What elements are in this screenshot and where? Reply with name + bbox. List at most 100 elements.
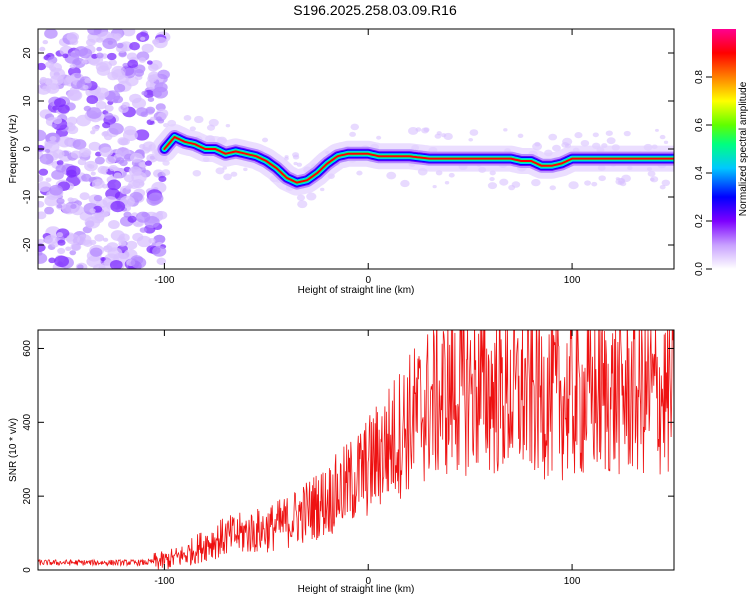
- noise-blob: [94, 156, 105, 165]
- noise-blob: [77, 234, 92, 246]
- noise-blob: [91, 178, 105, 189]
- noise-blob: [49, 68, 66, 80]
- noise-blob: [134, 129, 150, 141]
- faint-blob: [549, 185, 556, 191]
- faint-blob: [423, 127, 430, 133]
- faint-blob: [568, 181, 579, 190]
- noise-blob: [38, 252, 48, 264]
- faint-blob: [499, 178, 509, 186]
- noise-blob: [70, 150, 82, 159]
- faint-blob: [292, 152, 300, 158]
- noise-blob: [144, 215, 160, 228]
- faint-blob: [511, 181, 521, 188]
- faint-blob: [350, 123, 360, 131]
- noise-blob: [52, 105, 59, 111]
- noise-blob: [51, 169, 64, 180]
- faint-blob: [192, 169, 202, 177]
- noise-blob: [66, 169, 77, 178]
- noise-blob: [156, 257, 167, 265]
- noise-blob: [102, 121, 111, 129]
- noise-blob: [44, 234, 58, 245]
- noise-blob: [104, 112, 114, 120]
- x-tick-label: 0: [365, 275, 371, 286]
- faint-blob: [619, 181, 627, 187]
- noise-blob: [147, 74, 157, 83]
- noise-blob: [146, 60, 153, 65]
- faint-blob: [376, 135, 382, 140]
- y-tick-label: 400: [22, 414, 33, 431]
- noise-blob: [62, 53, 69, 59]
- colorbar-tick-label: 0.0: [694, 262, 705, 276]
- noise-blob: [129, 42, 140, 51]
- faint-blob: [189, 126, 196, 132]
- noise-blob: [138, 161, 147, 168]
- faint-blob: [534, 141, 541, 147]
- noise-blob: [126, 184, 133, 190]
- noise-blob: [109, 259, 123, 269]
- noise-blob: [52, 117, 63, 125]
- faint-blob: [591, 181, 598, 187]
- x-tick-label: 100: [564, 275, 581, 286]
- colorbar-tick-label: 0.6: [694, 118, 705, 132]
- noise-blob: [140, 36, 146, 41]
- noise-blob: [116, 42, 124, 49]
- noise-blob: [148, 192, 164, 205]
- noise-blob: [69, 38, 79, 46]
- noise-blob: [101, 131, 109, 137]
- faint-blob: [319, 187, 325, 192]
- faint-blob: [356, 170, 363, 176]
- noise-blob: [96, 46, 103, 52]
- noise-blob: [39, 153, 54, 165]
- faint-blob: [503, 128, 508, 132]
- noise-blob: [38, 144, 45, 152]
- noise-blob: [109, 166, 115, 171]
- y-tick-label: 200: [22, 487, 33, 504]
- noise-blob: [139, 227, 147, 233]
- noise-blob: [49, 83, 59, 90]
- noise-blob: [57, 136, 72, 148]
- noise-blob: [107, 179, 122, 191]
- noise-blob: [103, 245, 110, 251]
- faint-blob: [623, 130, 631, 137]
- noise-blob: [133, 222, 140, 227]
- spectrogram-x-axis-title: Height of straight line (km): [298, 285, 415, 296]
- y-tick-label: 600: [22, 340, 33, 357]
- noise-blob: [95, 52, 104, 59]
- faint-blob: [663, 140, 669, 144]
- noise-blob: [52, 149, 65, 159]
- faint-blob: [349, 131, 356, 137]
- noise-blob: [72, 139, 87, 150]
- noise-blob: [94, 234, 105, 242]
- noise-blob: [122, 62, 129, 68]
- noise-blob: [77, 264, 84, 269]
- faint-blob: [183, 114, 192, 121]
- colorbar-gradient: [712, 29, 736, 269]
- noise-blob: [56, 197, 65, 205]
- noise-blob: [87, 32, 101, 43]
- noise-blob: [54, 255, 70, 268]
- noise-blob: [48, 257, 56, 264]
- faint-blob: [163, 123, 169, 128]
- noise-blob: [118, 240, 127, 247]
- y-tick-label: -10: [22, 189, 33, 204]
- faint-blob: [592, 132, 599, 138]
- noise-blob: [44, 143, 53, 149]
- y-tick-label: -20: [22, 237, 33, 252]
- noise-blob: [111, 69, 126, 80]
- noise-blob: [82, 85, 89, 90]
- noise-blob: [145, 160, 152, 166]
- noise-blob: [44, 148, 51, 153]
- noise-blob: [38, 62, 47, 71]
- noise-blob: [49, 184, 64, 196]
- noise-blob: [56, 160, 64, 166]
- noise-blob: [88, 141, 101, 152]
- faint-blob: [208, 118, 219, 127]
- snr-ticks: -100 0 100 0 200 400 600: [22, 330, 674, 587]
- colorbar-tick-label: 0.4: [694, 166, 705, 180]
- faint-blob: [261, 137, 269, 143]
- noise-blob: [38, 243, 46, 252]
- noise-blob: [45, 177, 52, 183]
- y-tick-label: 10: [22, 95, 33, 107]
